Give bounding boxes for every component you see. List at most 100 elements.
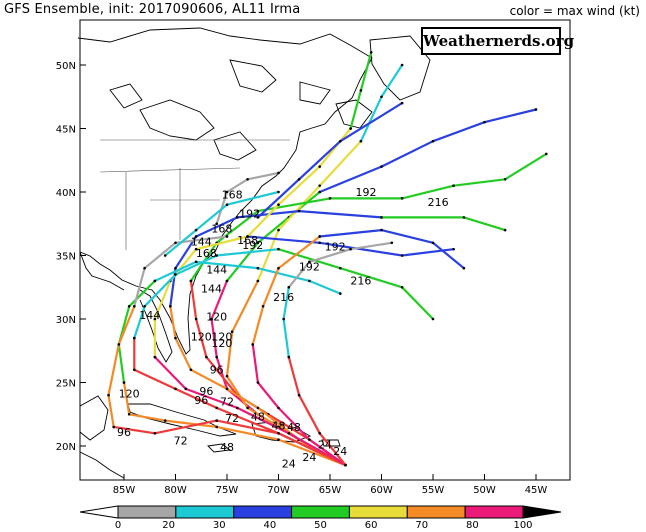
track-hour-label: 72 <box>220 395 234 408</box>
longitude-axis: 85W 80W 75W 70W 65W 60W 55W 50W 45W <box>113 474 547 496</box>
lon-tick-label: 80W <box>164 485 187 496</box>
track-point <box>143 305 146 308</box>
track-point <box>380 228 383 232</box>
ensemble-track-segment <box>256 102 404 219</box>
lon-tick-label: 60W <box>370 485 393 496</box>
track-point <box>277 203 280 206</box>
track-point <box>215 254 218 257</box>
track-hour-label: 72 <box>174 435 188 448</box>
track-point <box>256 216 260 219</box>
track-point <box>534 108 538 111</box>
track-hour-label: 192 <box>356 186 377 199</box>
track-point <box>318 190 322 194</box>
wind-colorbar: 0 20 30 40 50 60 70 80 100 <box>79 505 562 531</box>
track-point <box>277 228 280 232</box>
track-hour-label: 120 <box>211 331 232 344</box>
province-borders <box>99 139 290 250</box>
track-point <box>277 266 280 270</box>
track-point <box>225 235 229 238</box>
track-hour-label: 96 <box>194 394 208 407</box>
track-hour-label: 96 <box>117 426 131 439</box>
track-hour-label: 72 <box>225 412 239 425</box>
track-point <box>215 222 218 226</box>
track-point <box>452 247 455 251</box>
track-hour-label: 192 <box>325 240 346 253</box>
track-point <box>127 412 131 416</box>
track-point <box>390 241 394 245</box>
track-point <box>215 355 218 359</box>
colorbar-arrow-left <box>79 505 119 519</box>
track-point <box>225 374 229 378</box>
track-point <box>261 305 265 308</box>
ensemble-track-segment <box>117 279 156 384</box>
ensemble-track-segment <box>133 235 229 308</box>
track-point <box>194 228 198 232</box>
colorbar-bin <box>233 505 293 519</box>
track-point <box>189 279 193 283</box>
lon-tick-label: 50W <box>473 485 496 496</box>
ensemble-track-segment <box>246 235 455 257</box>
lat-tick-label: 45N <box>56 125 76 136</box>
track-point <box>462 216 466 219</box>
track-hour-label: 120 <box>119 388 140 401</box>
track-hour-label: 216 <box>350 275 371 288</box>
lon-tick-label: 75W <box>216 485 239 496</box>
track-point <box>359 89 363 92</box>
lon-tick-label: 85W <box>113 485 136 496</box>
track-hour-label: 144 <box>139 309 160 322</box>
track-hour-label: 24 <box>318 439 332 452</box>
track-point <box>256 279 260 283</box>
track-point <box>189 368 193 372</box>
track-hour-label: 216 <box>428 196 449 209</box>
track-point <box>287 432 291 435</box>
track-point <box>251 343 255 346</box>
track-point <box>225 279 229 283</box>
track-point <box>400 197 404 200</box>
track-point <box>194 235 198 238</box>
track-hour-label: 96 <box>199 385 213 398</box>
track-point <box>256 266 260 270</box>
track-point <box>318 184 322 187</box>
ensemble-track-segment <box>189 184 455 282</box>
track-point <box>287 285 291 289</box>
lon-tick-label: 70W <box>267 485 290 496</box>
track-point <box>133 368 136 372</box>
track-point <box>400 285 404 289</box>
colorbar-label: 60 <box>365 520 378 531</box>
track-point <box>256 381 260 384</box>
track-point <box>174 266 177 270</box>
legend-note: color = max wind (kt) <box>509 4 640 18</box>
track-point <box>452 184 455 187</box>
ensemble-track-segment <box>287 241 393 289</box>
track-point <box>117 343 121 346</box>
track-point <box>236 406 239 410</box>
track-point <box>297 209 301 213</box>
ensemble-track-segment <box>210 279 347 467</box>
track-point <box>112 425 115 429</box>
track-point <box>318 165 322 168</box>
ensemble-track-segment <box>246 127 352 238</box>
track-point <box>318 241 322 245</box>
ensemble-track-segment <box>256 140 362 282</box>
track-point <box>328 197 332 200</box>
track-point <box>174 241 177 245</box>
track-point <box>349 127 352 130</box>
track-point <box>133 336 136 340</box>
colorbar-label: 50 <box>314 520 327 531</box>
lon-tick-label: 65W <box>319 485 342 496</box>
colorbar-label: 30 <box>213 520 226 531</box>
track-hour-label: 192 <box>299 261 320 274</box>
track-point <box>169 305 172 308</box>
track-point <box>194 317 198 321</box>
track-hour-label: 192 <box>242 239 263 252</box>
track-point <box>256 241 260 245</box>
ensemble-track-segment <box>107 305 136 428</box>
track-point <box>215 406 218 410</box>
track-point <box>344 463 347 467</box>
map-title: GFS Ensemble, init: 2017090606, AL11 Irm… <box>4 2 301 17</box>
lat-tick-label: 35N <box>56 252 76 263</box>
ensemble-track-segment <box>452 152 548 187</box>
track-point <box>503 228 507 232</box>
track-point <box>400 254 404 257</box>
colorbar-label: 80 <box>466 520 479 531</box>
